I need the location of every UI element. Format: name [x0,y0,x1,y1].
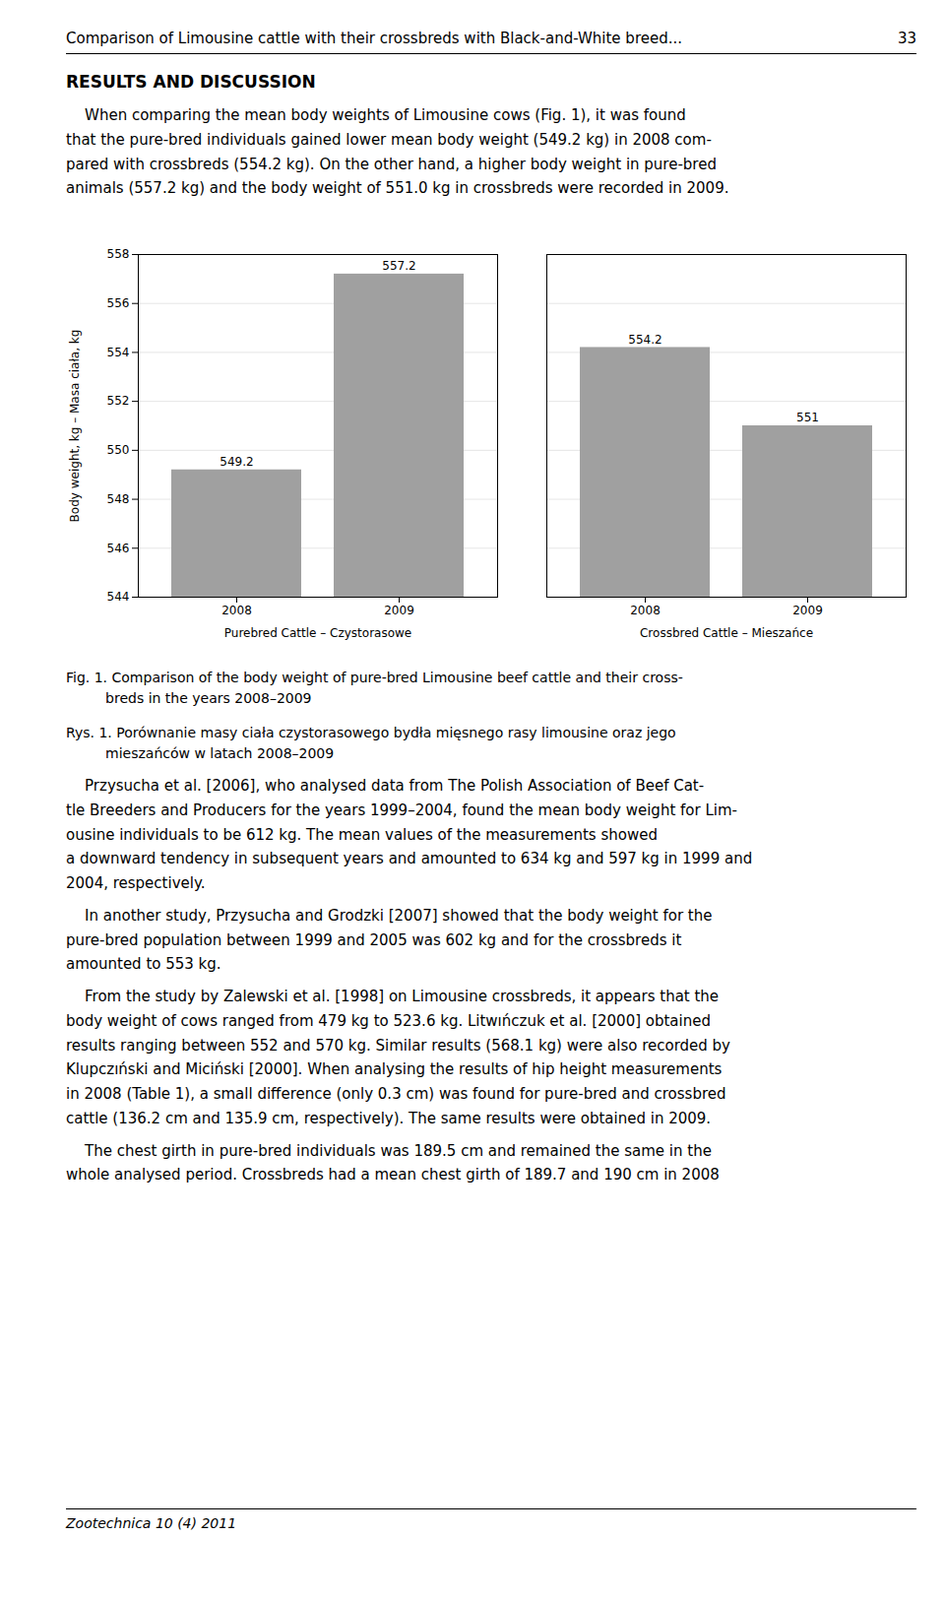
html-text:Przysucha et al. [2006], who a: Przysucha et al. [2006], who analysed da… [65,776,753,892]
svg-text:544: 544 [107,589,130,604]
svg-text:2008: 2008 [221,603,252,618]
svg-text:554: 554 [107,345,130,360]
svg-text:Purebred Cattle – Czystorasowe: Purebred Cattle – Czystorasowe [224,626,412,640]
html-text:RESULTS AND DISCUSSION: RESULTS AND DISCUSSION [65,71,316,92]
html-text:Rys. 1. Porównanie masy ciała: Rys. 1. Porównanie masy ciała czystoraso… [65,724,676,761]
svg-text:557.2: 557.2 [381,258,416,273]
svg-text:554.2: 554.2 [628,332,662,347]
html-text:In another study, Przysucha an: In another study, Przysucha and Grodzki … [65,906,713,973]
svg-text:549.2: 549.2 [219,454,253,469]
html-text:Comparison of Limousine cattle: Comparison of Limousine cattle with thei… [65,29,683,48]
html-text:Fig. 1. Comparison of the body: Fig. 1. Comparison of the body weight of… [65,669,683,706]
svg-text:552: 552 [107,393,130,408]
svg-text:551: 551 [796,410,819,425]
svg-text:Crossbred Cattle – Mieszańce: Crossbred Cattle – Mieszańce [639,626,814,640]
svg-text:550: 550 [107,442,130,457]
svg-text:2009: 2009 [383,603,415,618]
svg-text:546: 546 [107,541,130,556]
svg-text:548: 548 [107,492,130,506]
html-text:33: 33 [897,29,917,48]
svg-text:2009: 2009 [792,603,823,618]
html-text:The chest girth in pure-bred i: The chest girth in pure-bred individuals… [65,1141,720,1184]
svg-text:558: 558 [107,247,130,261]
svg-text:Body weight, kg – Masa ciała,: Body weight, kg – Masa ciała, kg [67,329,82,523]
html-text:Zootechnica 10 (4) 2011: Zootechnica 10 (4) 2011 [65,1514,237,1531]
html-text:From the study by Zalewski et: From the study by Zalewski et al. [1998]… [65,987,731,1127]
svg-text:556: 556 [107,296,130,311]
html-text:When comparing the mean body w: When comparing the mean body weights of … [65,106,729,198]
svg-text:2008: 2008 [630,603,661,618]
